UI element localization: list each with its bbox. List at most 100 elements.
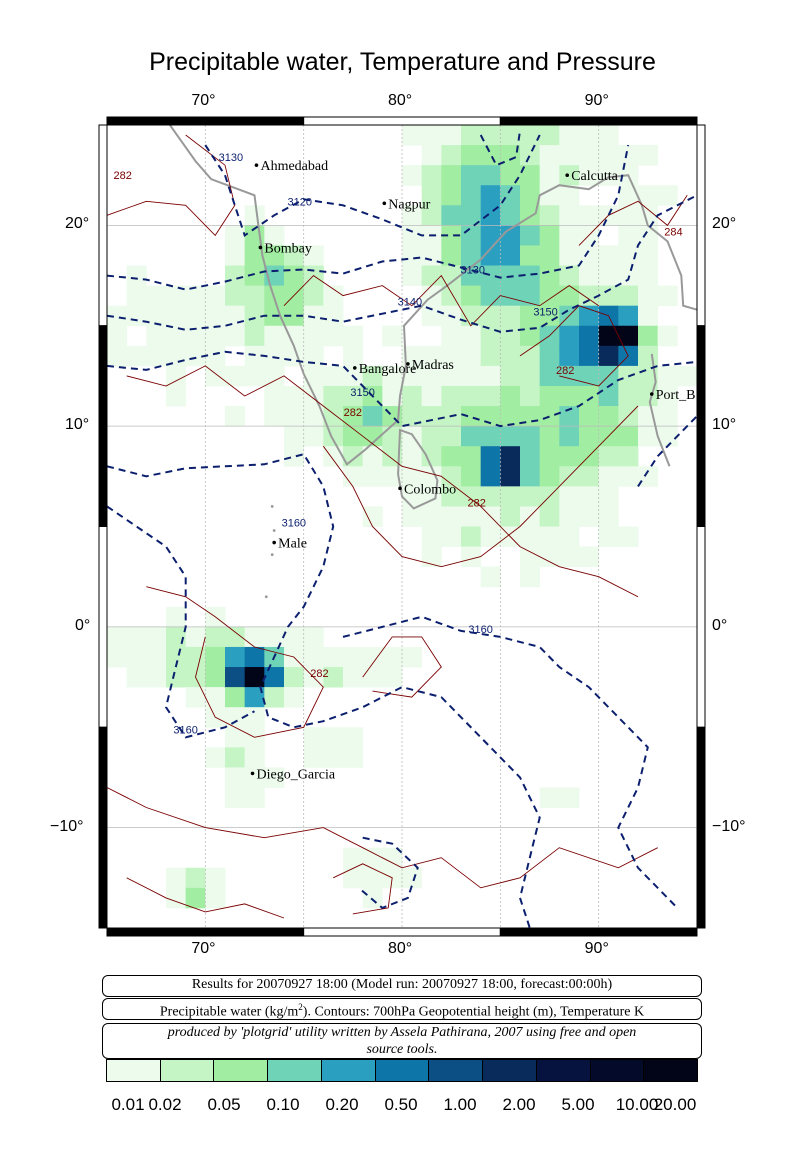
precip-cell xyxy=(539,345,560,367)
precip-cell xyxy=(205,285,226,307)
geopotential-contour xyxy=(358,836,419,910)
precip-cell xyxy=(362,887,383,909)
precip-cell xyxy=(225,305,246,327)
precip-cell xyxy=(244,265,265,286)
precip-cell xyxy=(559,446,580,467)
precip-cell xyxy=(303,426,324,447)
precip-cell xyxy=(343,727,364,748)
precip-cell xyxy=(244,305,265,327)
precip-cell xyxy=(225,727,246,748)
precip-cell xyxy=(461,345,482,367)
precip-cell xyxy=(579,426,600,447)
precip-cell xyxy=(382,847,403,869)
precip-cell xyxy=(421,526,442,547)
precip-cell xyxy=(500,385,521,407)
precip-cell xyxy=(500,145,521,166)
precip-cell xyxy=(343,446,364,467)
precip-cell xyxy=(146,626,167,648)
precip-cell xyxy=(480,245,501,266)
precip-cell xyxy=(500,345,521,367)
precip-cell xyxy=(185,305,206,327)
precip-cell xyxy=(244,325,265,347)
precip-cell xyxy=(638,426,659,447)
precip-cell xyxy=(146,325,167,347)
precip-cell xyxy=(638,245,659,266)
geopotential-contour xyxy=(637,415,698,487)
geopotential-contour xyxy=(479,130,521,167)
precip-cell xyxy=(284,667,305,688)
precip-cell xyxy=(500,205,521,226)
precip-cell xyxy=(205,646,226,668)
precip-cell xyxy=(539,225,560,246)
precip-cell xyxy=(284,245,305,266)
precip-cell xyxy=(107,325,128,347)
precip-cell xyxy=(677,365,698,387)
precip-cell xyxy=(421,426,442,447)
page-title: Precipitable water, Temperature and Pres… xyxy=(149,48,656,76)
precip-cell xyxy=(264,345,285,367)
precip-cell xyxy=(500,466,521,487)
precip-cell xyxy=(303,747,324,768)
precip-cell xyxy=(480,385,501,407)
precip-cell xyxy=(205,325,226,347)
frame-bar xyxy=(499,116,698,126)
precip-cell xyxy=(461,385,482,407)
precip-cell xyxy=(264,626,285,648)
colorbar-label: 0.05 xyxy=(207,1095,241,1114)
precip-cell xyxy=(500,185,521,206)
frame-bar xyxy=(696,325,706,527)
precip-cell xyxy=(441,245,462,266)
geopotential-contour xyxy=(106,350,698,428)
precip-cell xyxy=(559,145,580,166)
precip-cell xyxy=(382,667,403,688)
geopotential-contours xyxy=(106,130,698,929)
precip-cell xyxy=(520,305,541,327)
precip-cell xyxy=(480,486,501,507)
precip-cell xyxy=(500,506,521,527)
temperature-contour xyxy=(333,863,393,915)
city-marker xyxy=(406,362,410,366)
precip-cell xyxy=(421,185,442,206)
precip-cell xyxy=(185,687,206,708)
geopotential-contour xyxy=(106,144,630,291)
precip-cell xyxy=(185,285,206,307)
precip-cell xyxy=(402,385,423,407)
colorbar-label: 0.01 xyxy=(111,1095,145,1114)
city-marker xyxy=(250,771,255,776)
colorbar-swatch xyxy=(536,1060,591,1081)
contour-label: 3130 xyxy=(219,152,243,164)
precip-cell xyxy=(480,526,501,547)
precip-cell xyxy=(284,626,305,648)
run-info-text: Results for 20070927 18:00 (Model run: 2… xyxy=(191,977,613,992)
city-marker xyxy=(649,392,654,396)
precip-cell xyxy=(461,546,482,568)
precip-cell xyxy=(559,506,580,527)
precip-cell xyxy=(264,687,285,708)
precip-cell xyxy=(461,426,482,447)
frame-bar xyxy=(98,726,108,929)
precip-cell xyxy=(205,345,226,367)
precip-cell xyxy=(579,385,600,407)
contour-label: 282 xyxy=(344,407,362,419)
precip-cell xyxy=(598,285,619,307)
precip-cell xyxy=(539,145,560,166)
precip-cell xyxy=(480,466,501,487)
precip-cell xyxy=(539,365,560,387)
precip-cell xyxy=(166,667,187,688)
precip-cell xyxy=(500,285,521,307)
temperature-contour xyxy=(578,195,688,246)
precip-cell xyxy=(441,365,462,387)
precip-cell xyxy=(402,446,423,467)
precip-cell xyxy=(362,646,383,668)
precip-cell xyxy=(579,506,600,527)
precip-cell xyxy=(421,365,442,387)
precip-cell xyxy=(441,265,462,286)
precip-cell xyxy=(343,325,364,347)
precip-cell xyxy=(500,125,521,146)
precip-cell xyxy=(579,486,600,507)
precip-cell xyxy=(244,707,265,728)
precip-cell xyxy=(598,325,619,347)
precip-cell xyxy=(520,426,541,447)
precip-cell xyxy=(225,265,246,286)
precip-cell xyxy=(480,285,501,307)
